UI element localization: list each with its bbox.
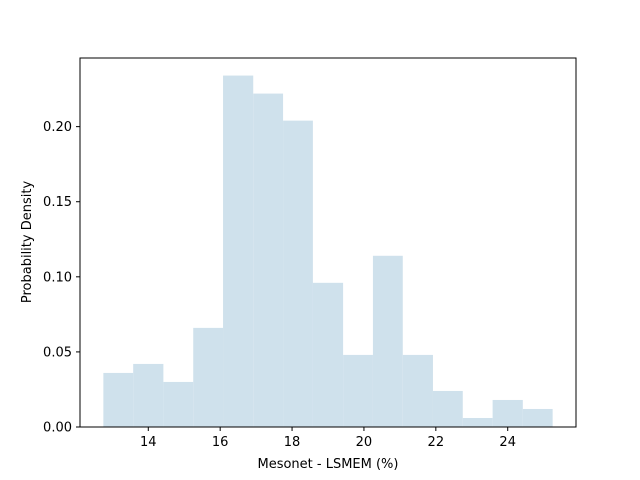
y-tick-label: 0.10 [43, 270, 72, 285]
histogram-bar [312, 282, 344, 427]
y-tick-label: 0.15 [43, 195, 72, 210]
x-tick-label: 20 [356, 435, 373, 450]
x-axis-label: Mesonet - LSMEM (%) [257, 457, 398, 472]
y-tick-label: 0.00 [43, 421, 72, 436]
histogram-bar [103, 372, 134, 427]
histogram-bar [432, 390, 463, 427]
histogram-bar [522, 408, 553, 427]
y-axis-label: Probability Density [20, 181, 35, 304]
y-tick-label: 0.20 [43, 120, 72, 135]
histogram-bar [343, 354, 373, 427]
histogram-bar [462, 417, 493, 427]
histogram-bars [103, 75, 553, 428]
histogram-bar [163, 381, 194, 427]
histogram-bar [133, 363, 164, 427]
histogram-bar [253, 93, 284, 427]
x-axis-ticks: 14 16 18 20 22 24 [140, 427, 516, 450]
plot-frame [79, 57, 577, 428]
histogram-bar [223, 75, 254, 428]
x-tick-label: 16 [212, 435, 229, 450]
y-tick-label: 0.05 [43, 345, 72, 360]
x-tick-label: 24 [499, 435, 516, 450]
x-tick-label: 22 [428, 435, 445, 450]
histogram-bar [372, 255, 403, 427]
y-axis-ticks: 0.00 0.05 0.10 0.15 0.20 [43, 120, 80, 436]
histogram-bar [283, 120, 313, 427]
x-tick-label: 14 [140, 435, 157, 450]
x-tick-label: 18 [284, 435, 301, 450]
histogram-bar [193, 327, 224, 427]
histogram-bar [492, 399, 523, 427]
histogram-bar [402, 354, 433, 427]
